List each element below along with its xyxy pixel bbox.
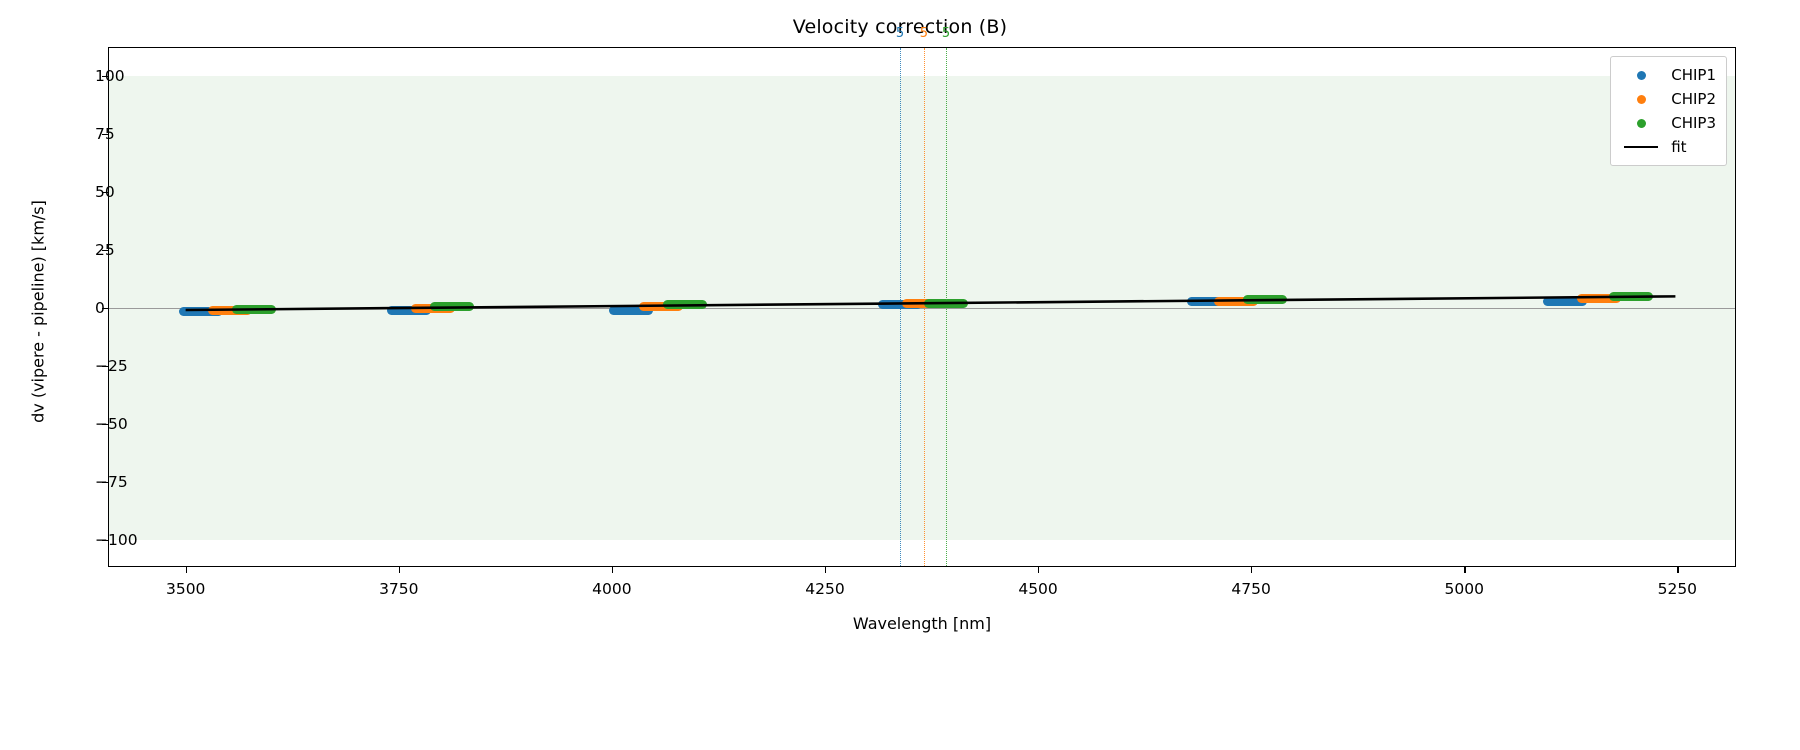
legend-label: CHIP3: [1671, 114, 1716, 132]
y-tick: [102, 133, 109, 136]
vertical-marker-label: 5: [895, 26, 905, 41]
y-tick: [102, 366, 109, 368]
legend-label: CHIP1: [1671, 66, 1716, 84]
x-tick: [1038, 566, 1040, 573]
legend-entry[interactable]: CHIP3: [1619, 111, 1716, 135]
y-tick: [102, 482, 109, 484]
x-tick: [1464, 566, 1466, 573]
x-tick-label: 4250: [805, 580, 845, 598]
plot-axes: 555 1007550250−25−50−75−100 350037504000…: [95, 26, 1736, 598]
legend-line-icon: [1619, 145, 1663, 149]
legend-entry[interactable]: fit: [1619, 135, 1716, 159]
legend-entry[interactable]: CHIP1: [1619, 63, 1716, 87]
legend-dot-icon: [1619, 118, 1663, 128]
y-tick: [102, 308, 109, 310]
fit-line-path: [185, 295, 1676, 312]
x-tick: [611, 566, 614, 573]
y-tick: [102, 75, 109, 78]
x-tick: [824, 566, 827, 573]
data-point-cluster: [1576, 294, 1621, 304]
legend-entry[interactable]: CHIP2: [1619, 87, 1716, 111]
y-tick: [102, 424, 109, 426]
chart-title: Velocity correction (B): [792, 16, 1008, 38]
x-tick: [1677, 566, 1679, 573]
data-point-cluster: [608, 305, 653, 315]
x-axis-title: Wavelength [nm]: [852, 614, 992, 633]
legend-dot-icon: [1619, 94, 1663, 104]
y-tick: [102, 191, 109, 194]
x-tick: [398, 566, 401, 573]
zero-reference-line: [109, 308, 1735, 309]
x-tick-label: 4750: [1231, 580, 1271, 598]
x-tick: [1251, 566, 1253, 573]
vertical-marker-label: 5: [941, 26, 951, 41]
x-tick-label: 4500: [1018, 580, 1058, 598]
x-tick-label: 5000: [1444, 580, 1484, 598]
data-point-cluster: [179, 306, 224, 316]
y-tick: [102, 249, 109, 252]
data-point-cluster: [1542, 296, 1587, 306]
data-point-cluster: [387, 306, 432, 316]
x-tick-label: 3500: [165, 580, 206, 598]
vertical-marker-label: 5: [919, 26, 928, 41]
fit-line: [185, 295, 1676, 312]
x-tick-label: 5250: [1657, 580, 1698, 598]
legend-label: fit: [1671, 138, 1687, 156]
y-axis-title: dv (vipere - pipeline) [km/s]: [28, 200, 48, 423]
data-point-cluster: [1186, 297, 1231, 307]
x-tick-label: 4000: [592, 580, 632, 598]
x-tick-label: 3750: [379, 580, 419, 598]
legend-label: CHIP2: [1671, 90, 1716, 108]
legend-dot-icon: [1619, 70, 1663, 80]
y-tick: [102, 540, 109, 542]
legend: CHIP1 CHIP2 CHIP3 fit: [1610, 56, 1727, 166]
x-tick: [185, 566, 187, 573]
